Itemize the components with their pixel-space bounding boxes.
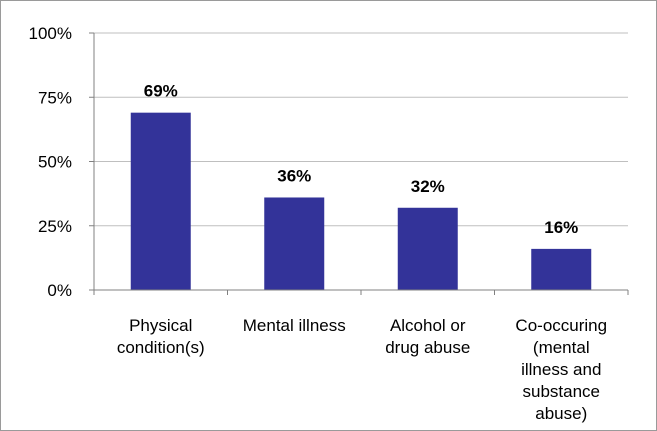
data-labels: 69% 36% 32% 16% — [144, 82, 579, 237]
y-axis-ticks: 0% 25% 50% 75% 100% — [29, 24, 72, 300]
category-label-line: (mental — [533, 338, 590, 357]
data-label: 16% — [544, 218, 578, 237]
data-label: 69% — [144, 82, 178, 101]
bar — [264, 197, 325, 290]
category-label-line: Alcohol or — [390, 316, 466, 335]
category-label-line: condition(s) — [117, 338, 205, 357]
bar — [130, 112, 191, 290]
category-label-line: Mental illness — [243, 316, 346, 335]
category-label-line: substance — [523, 382, 601, 401]
category-label-line: Physical — [129, 316, 192, 335]
data-label: 36% — [277, 166, 311, 185]
category-label-line: illness and — [521, 360, 601, 379]
y-tick-label: 75% — [38, 88, 72, 107]
y-tick-label: 0% — [47, 281, 72, 300]
category-labels: Physical condition(s) Mental illness Alcoho… — [117, 316, 607, 423]
category-label-line: drug abuse — [385, 338, 470, 357]
bar — [531, 248, 592, 290]
bars — [130, 112, 592, 290]
category-label-line: abuse) — [535, 404, 587, 423]
category-label: Physical condition(s) — [117, 316, 205, 357]
data-label: 32% — [411, 177, 445, 196]
bar — [397, 207, 458, 290]
category-label: Co-occuring (mental illness and substance ab… — [515, 316, 607, 423]
y-tick-label: 50% — [38, 153, 72, 172]
y-tick-label: 100% — [29, 24, 72, 43]
category-label: Mental illness — [243, 316, 346, 335]
category-label-line: Co-occuring — [515, 316, 607, 335]
y-tick-label: 25% — [38, 217, 72, 236]
category-label: Alcohol or drug abuse — [385, 316, 470, 357]
axes — [89, 32, 629, 295]
